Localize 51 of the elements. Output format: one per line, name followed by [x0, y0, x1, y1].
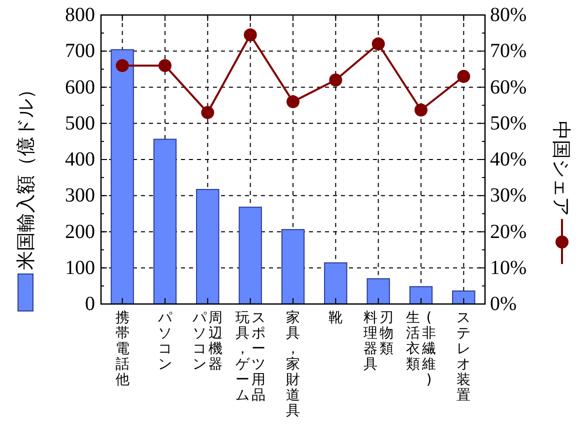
y-tick-label: 300: [65, 184, 95, 207]
y2-tick-label: 50%: [490, 112, 527, 134]
point: [457, 70, 470, 83]
category-label: 刃物類: [379, 310, 394, 357]
category-label: 家具，家財道具: [286, 310, 300, 419]
y-tick-label: 700: [65, 40, 95, 62]
category-label: 料理器具: [363, 310, 378, 372]
y2-tick-label: 0%: [490, 293, 517, 315]
category-label: (非繊維): [422, 310, 436, 388]
bar: [366, 278, 390, 304]
y2-tick-label: 30%: [490, 184, 527, 207]
category-label: 玩具，ゲーム: [235, 310, 250, 404]
bar: [409, 286, 433, 304]
y2-tick-label: 70%: [490, 40, 527, 62]
bar: [196, 188, 220, 304]
point: [286, 95, 300, 108]
y-tick-label: 100: [65, 256, 95, 279]
y-tick-label: 200: [65, 220, 95, 243]
bar: [324, 262, 348, 304]
y-tick-label: 600: [65, 76, 95, 98]
category-label: 靴: [328, 310, 343, 326]
point: [116, 59, 129, 72]
y2-tick-label: 10%: [490, 256, 527, 279]
y-tick-label: 0: [85, 293, 95, 315]
y-tick-label: 400: [65, 148, 95, 170]
category-label: 生活衣類: [406, 310, 420, 372]
category-label: パソコン: [192, 310, 207, 372]
point: [158, 59, 172, 72]
bar: [153, 138, 177, 304]
y-tick-label: 500: [65, 112, 95, 134]
bar: [110, 49, 134, 304]
y2-axis-title: 中国シェア: [550, 121, 571, 216]
y2-tick-label: 20%: [490, 220, 527, 243]
point: [244, 28, 257, 42]
point: [329, 74, 342, 87]
point: [372, 37, 385, 50]
point: [201, 106, 214, 120]
category-label: スポーツ用品: [251, 310, 266, 404]
bar: [452, 290, 476, 304]
bar: [281, 229, 305, 304]
y2-tick-label: 40%: [490, 148, 527, 170]
y-axis-title: 米国輸入額（億ドル）: [16, 80, 37, 270]
y2-tick-label: 80%: [490, 4, 527, 26]
category-label: 携帯電話他: [115, 310, 130, 388]
point: [414, 104, 428, 117]
category-label: 周辺機器: [208, 310, 223, 372]
bar: [238, 206, 262, 304]
category-label: パソコン: [158, 310, 172, 372]
y2-tick-label: 60%: [490, 76, 527, 98]
category-label: ステレオ装置: [456, 310, 471, 404]
y-tick-label: 800: [65, 4, 95, 26]
